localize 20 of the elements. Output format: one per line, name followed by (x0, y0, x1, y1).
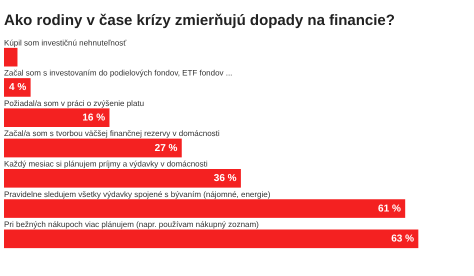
bar (4, 48, 18, 66)
bar (4, 138, 182, 158)
bar (4, 168, 241, 188)
bar (4, 230, 418, 248)
data-label: 36 % (214, 173, 237, 184)
y-tick-label: Začal/a som s tvorbou väčšej finančnej rezervy v domácnosti (4, 129, 220, 138)
y-tick-label: Kúpil som investičnú nehnuteľnosť (4, 38, 128, 48)
y-tick-label: Pravidelne sledujem všetky výdavky spojené s bývaním (nájomné, energie) (4, 190, 271, 199)
data-label: 4 % (9, 82, 26, 94)
y-tick-label: Začal som s investovaním do podielových fondov, ETF fondov ... (4, 68, 232, 78)
chart-title: Ako rodiny v čase krízy zmierňujú dopady na financie? (4, 12, 395, 30)
y-tick-label: Každý mesiac si plánujem príjmy a výdavky v domácnosti (4, 159, 208, 168)
bar (4, 108, 110, 128)
data-label: 63 % (391, 234, 414, 245)
y-tick-label: Požiadal/a som v práci o zvýšenie platu (4, 98, 144, 108)
data-label: 61 % (378, 203, 401, 214)
data-label: 16 % (82, 112, 106, 124)
bar (4, 199, 406, 218)
data-label: 27 % (154, 142, 178, 154)
y-tick-label: Pri bežných nákupoch viac plánujem (napr. používam nákupný zoznam) (4, 220, 260, 230)
